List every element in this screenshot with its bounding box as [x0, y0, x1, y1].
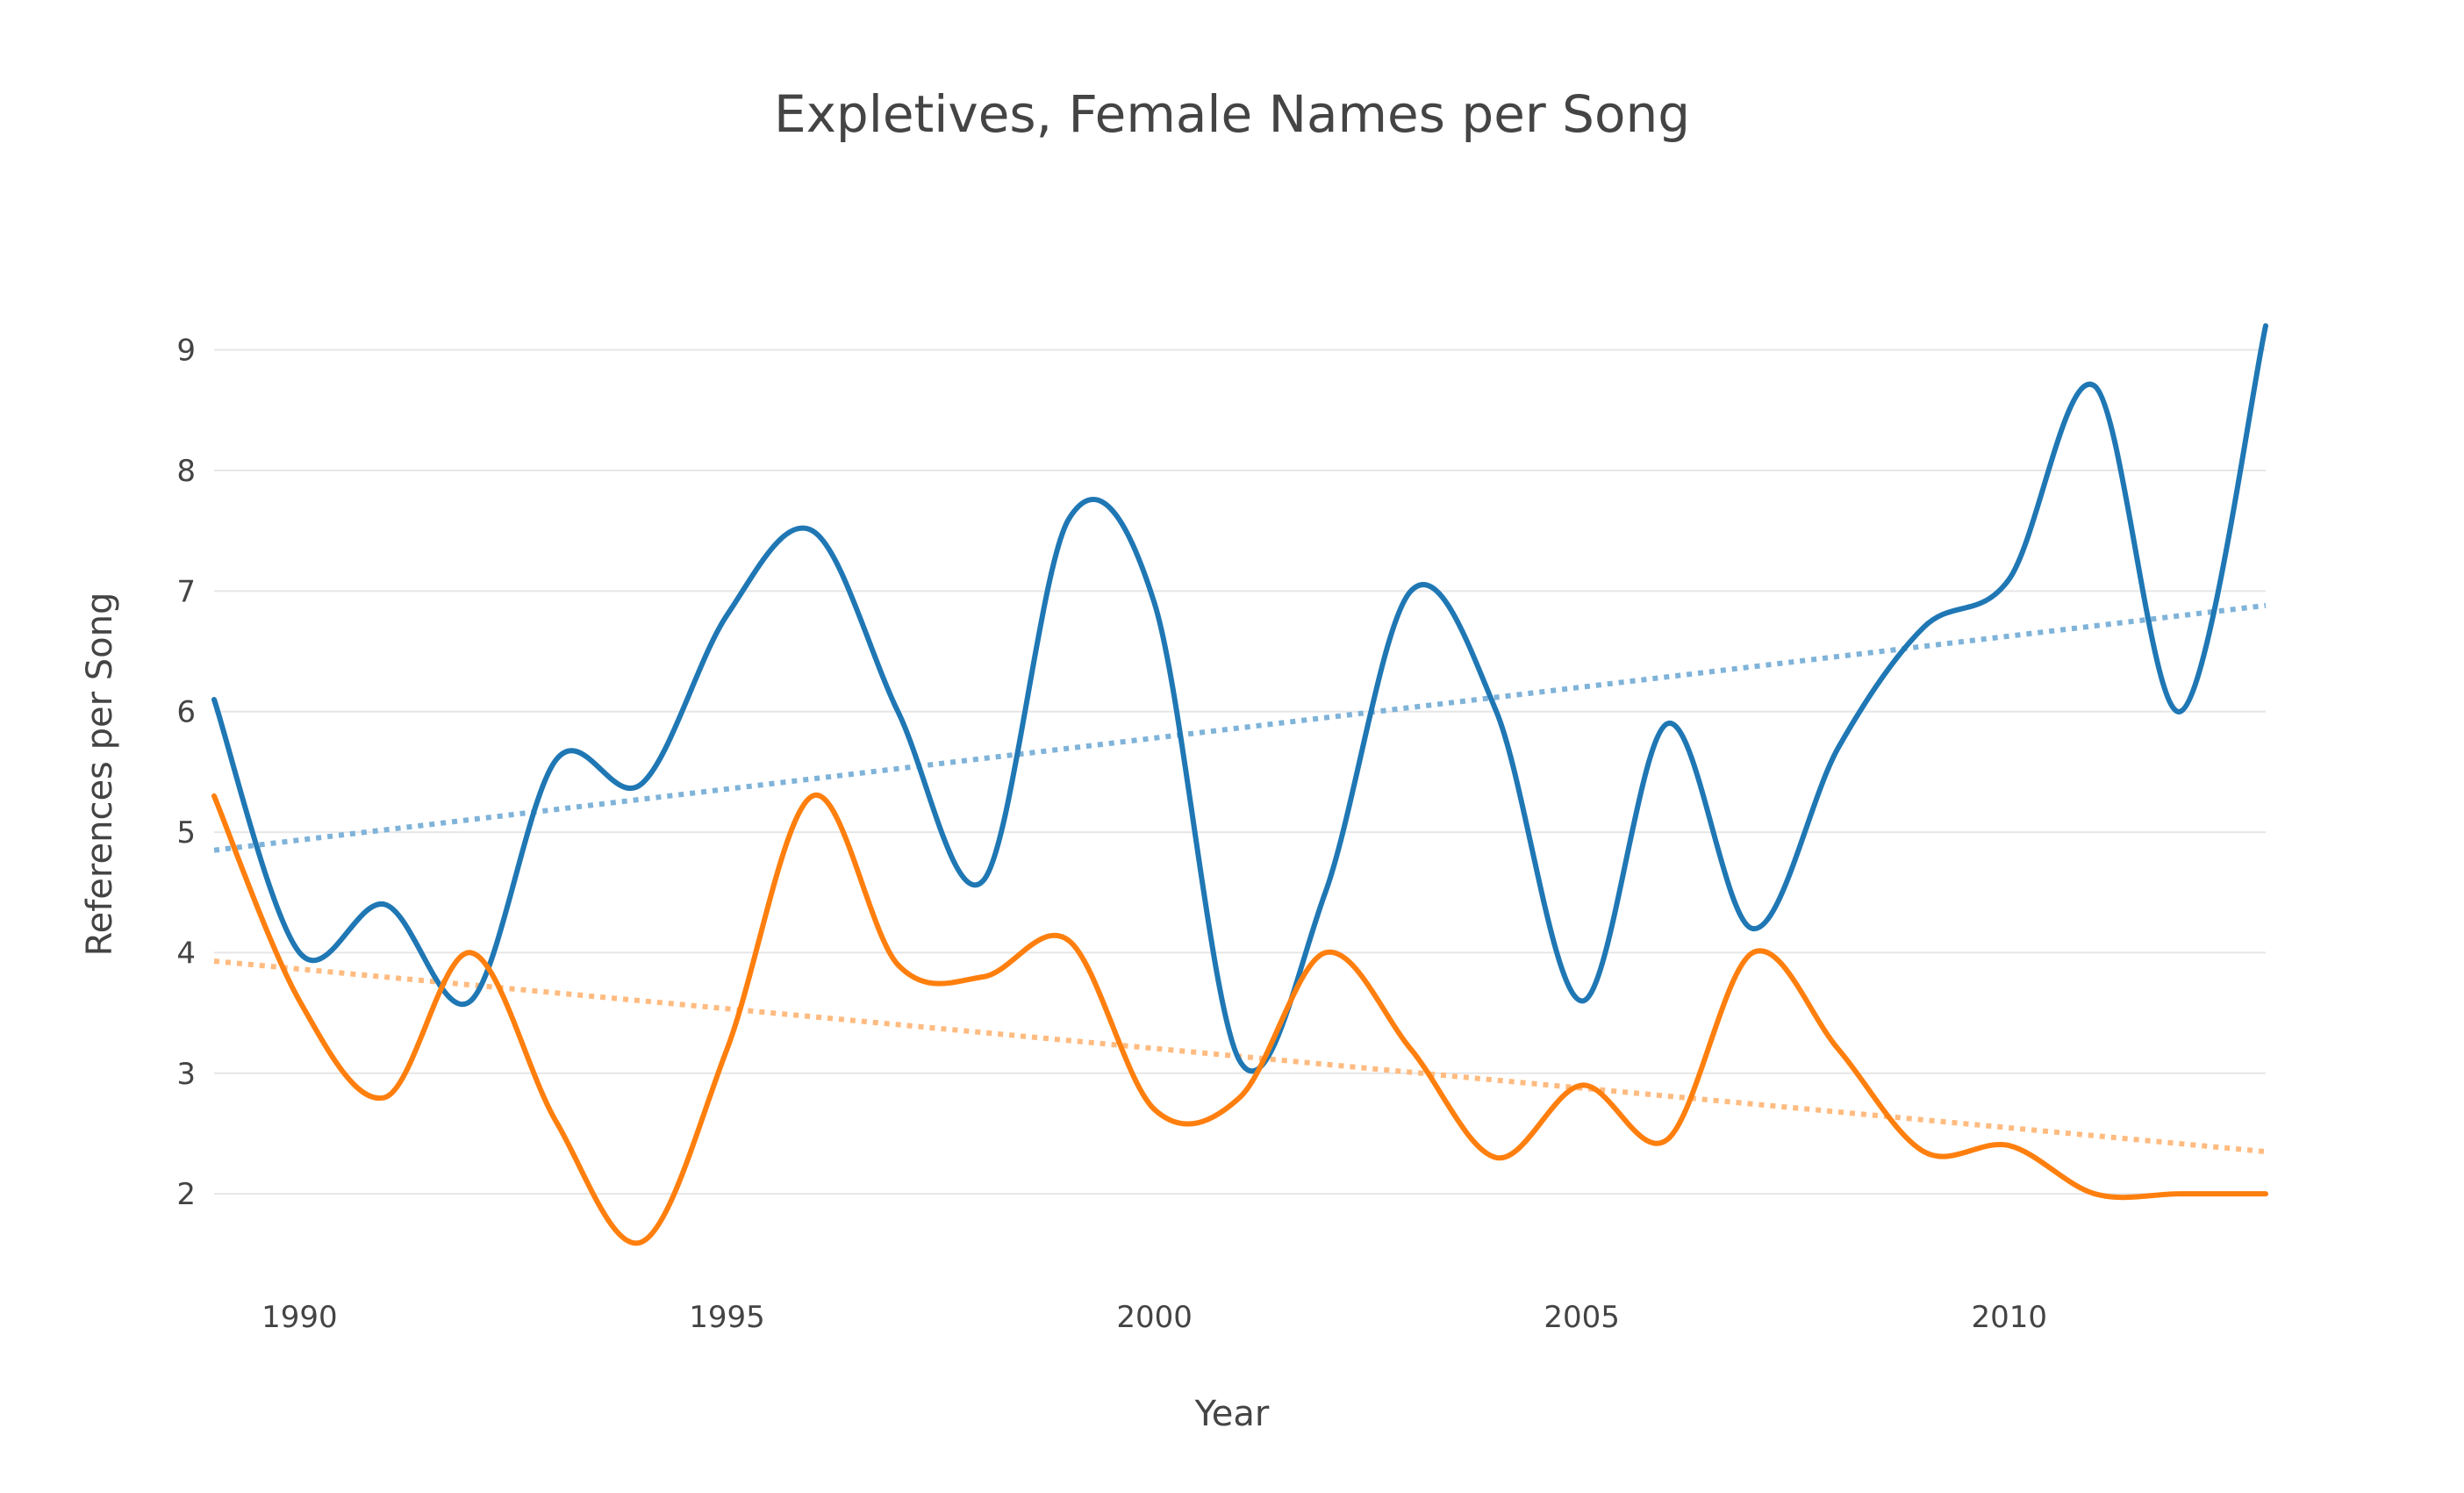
y-tick-label: 2	[176, 1177, 196, 1212]
x-tick-label: 1995	[689, 1300, 765, 1335]
series-line-2	[211, 793, 2268, 1246]
data-series	[211, 323, 2268, 1246]
chart-title: Expletives, Female Names per Song	[774, 84, 1690, 144]
x-tick-label: 2000	[1116, 1300, 1193, 1335]
x-tick-label: 1990	[261, 1300, 338, 1335]
trendline-1	[213, 602, 2267, 853]
x-tick-label: 2010	[1971, 1300, 2047, 1335]
y-axis-ticks: 2 3 4 5 6 7 8 9	[176, 334, 196, 1212]
y-tick-label: 7	[176, 574, 196, 609]
y-tick-label: 8	[176, 454, 196, 489]
trendlines	[213, 602, 2267, 1155]
y-tick-label: 5	[176, 815, 196, 851]
grid-lines	[214, 348, 2266, 1195]
y-tick-label: 9	[176, 334, 196, 369]
y-axis-title: References per Song	[80, 592, 120, 957]
y-tick-label: 4	[176, 936, 196, 971]
series-line-1	[211, 323, 2268, 1074]
x-axis-title: Year	[1194, 1394, 1270, 1434]
x-axis-ticks: 1990 1995 2000 2005 2010	[261, 1300, 2047, 1335]
x-tick-label: 2005	[1544, 1300, 1620, 1335]
y-tick-label: 3	[176, 1057, 196, 1092]
y-tick-label: 6	[176, 695, 196, 730]
